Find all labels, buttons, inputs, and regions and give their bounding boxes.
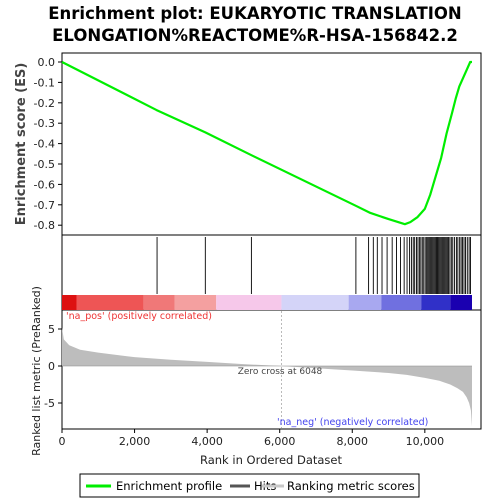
es-y-tick-label: -0.5 xyxy=(34,158,55,171)
heatmap-band xyxy=(421,295,451,310)
pos-correlated-label: 'na_pos' (positively correlated) xyxy=(66,311,212,322)
es-curve-layer xyxy=(61,60,472,226)
heatmap-band xyxy=(62,295,77,310)
es-y-tick-label: -0.8 xyxy=(34,219,55,232)
metric-scores-layer xyxy=(62,311,472,428)
es-y-tick-label: -0.4 xyxy=(34,138,55,151)
metric-y-tick-label: 0 xyxy=(48,360,55,373)
heatmap-band xyxy=(174,295,217,310)
heatmap-band xyxy=(143,295,175,310)
heatmap-band xyxy=(76,295,144,310)
es-y-tick-label: -0.1 xyxy=(34,76,55,89)
legend: Enrichment profile Hits Ranking metric s… xyxy=(79,473,420,498)
x-tick-label: 6,000 xyxy=(264,435,296,448)
x-tick-label: 4,000 xyxy=(191,435,223,448)
x-axis: 0 2,000 4,000 6,000 8,000 10,000 xyxy=(59,429,445,448)
metric-y-axis: 5 0 -5 xyxy=(44,323,62,410)
enrichment-profile-line xyxy=(61,60,472,226)
metric-y-axis-label: Ranked list metric (PreRanked) xyxy=(30,286,43,456)
es-y-axis: 0.0 -0.1 -0.2 -0.3 -0.4 -0.5 -0.6 -0.7 -0.8 xyxy=(34,56,62,232)
es-y-tick-label: -0.3 xyxy=(34,117,55,130)
chart-title-line2: ELONGATION%REACTOME%R-HSA-156842.2 xyxy=(52,26,458,45)
metric-scores-area xyxy=(62,327,472,427)
es-y-tick-label: 0.0 xyxy=(38,56,56,69)
es-y-tick-label: -0.6 xyxy=(34,178,55,191)
x-tick-label: 2,000 xyxy=(119,435,151,448)
x-tick-label: 8,000 xyxy=(337,435,369,448)
heatmap-band xyxy=(216,295,282,310)
x-tick-label: 0 xyxy=(59,435,66,448)
legend-metric-label: Ranking metric scores xyxy=(287,479,415,493)
es-y-tick-label: -0.7 xyxy=(34,199,55,212)
ranking-heatmap-bar xyxy=(62,295,472,310)
x-tick-label: 10,000 xyxy=(406,435,445,448)
x-axis-label: Rank in Ordered Dataset xyxy=(200,453,343,467)
legend-enrichment-label: Enrichment profile xyxy=(116,479,222,493)
heatmap-band xyxy=(281,295,349,310)
chart-title-line1: Enrichment plot: EUKARYOTIC TRANSLATION xyxy=(48,4,461,23)
metric-y-tick-label: -5 xyxy=(44,397,55,410)
es-y-tick-label: -0.2 xyxy=(34,97,55,110)
metric-y-tick-label: 5 xyxy=(48,323,55,336)
zero-cross-label: Zero cross at 6048 xyxy=(238,367,323,377)
neg-correlated-label: 'na_neg' (negatively correlated) xyxy=(277,417,428,428)
heatmap-band xyxy=(348,295,382,310)
es-y-axis-label: Enrichment score (ES) xyxy=(14,63,29,226)
hits-layer xyxy=(156,237,471,294)
es-panel-frame xyxy=(61,52,482,236)
heatmap-band xyxy=(381,295,422,310)
heatmap-band xyxy=(450,295,472,310)
